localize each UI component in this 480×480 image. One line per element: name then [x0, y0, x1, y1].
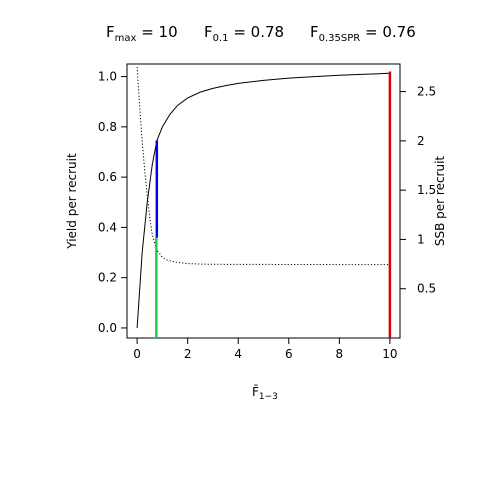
y-axis-right: 0.5 1 1.5 2 2.5 [400, 85, 436, 296]
y-right-tick-label: 2.5 [417, 85, 436, 99]
y-axis-left-title: Yield per recruit [65, 153, 79, 250]
y-left-tick-label: 0.2 [98, 271, 117, 285]
y-axis-right-title: SSB per recruit [433, 156, 447, 247]
y-left-tick-label: 0.6 [98, 170, 117, 184]
reference-lines [155, 71, 392, 338]
title-f01: F0.1 = 0.78 [204, 23, 284, 44]
y-axis-left: 0.0 0.2 0.4 0.6 0.8 1.0 [98, 70, 127, 335]
x-tick-label: 6 [285, 347, 293, 361]
x-tick-label: 10 [382, 347, 397, 361]
y-right-tick-label: 2 [417, 134, 425, 148]
y-left-tick-label: 0.0 [98, 321, 117, 335]
y-left-tick-label: 1.0 [98, 70, 117, 84]
x-tick-label: 0 [133, 347, 141, 361]
x-tick-label: 4 [234, 347, 242, 361]
x-axis: 0 2 4 6 8 10 [133, 338, 398, 361]
series-layer [136, 66, 390, 328]
ssb-per-recruit-line [136, 66, 390, 266]
title-fmax: Fmax = 10 [106, 23, 178, 44]
title-fspr: F0.35SPR = 0.76 [310, 23, 416, 44]
x-tick-label: 2 [184, 347, 192, 361]
x-axis-title: F̄1−3 [252, 385, 278, 402]
y-right-tick-label: 1 [417, 232, 425, 246]
y-right-tick-label: 0.5 [417, 282, 436, 296]
yield-per-recruit-line [136, 72, 390, 328]
plot-frame [126, 63, 401, 339]
x-tick-label: 8 [336, 347, 344, 361]
y-left-tick-label: 0.4 [98, 220, 117, 234]
y-right-tick-label: 1.5 [417, 183, 436, 197]
y-left-tick-label: 0.8 [98, 120, 117, 134]
